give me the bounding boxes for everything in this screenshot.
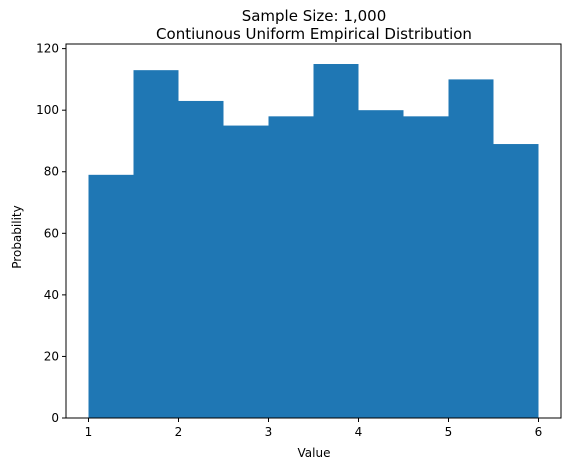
histogram-bar xyxy=(403,116,449,418)
histogram-bar xyxy=(133,70,179,418)
x-tick-label: 3 xyxy=(265,425,273,439)
y-tick-label: 100 xyxy=(36,103,59,117)
histogram-bar xyxy=(178,100,224,418)
y-tick-label: 20 xyxy=(44,349,59,363)
histogram-bar xyxy=(268,116,314,418)
x-tick-label: 6 xyxy=(535,425,543,439)
y-tick-label: 80 xyxy=(44,165,59,179)
y-tick-label: 0 xyxy=(51,411,59,425)
x-tick-label: 2 xyxy=(175,425,183,439)
histogram-bar xyxy=(88,174,134,418)
histogram-bar xyxy=(223,125,269,418)
y-tick-label: 60 xyxy=(44,226,59,240)
y-tick-label: 120 xyxy=(36,42,59,56)
x-axis: 1 2 3 4 5 6 xyxy=(85,418,543,439)
histogram-bar xyxy=(448,79,494,419)
plot-frame xyxy=(65,43,562,419)
chart-subtitle: Contiunous Uniform Empirical Distributio… xyxy=(156,25,472,43)
y-tick-label: 40 xyxy=(44,288,59,302)
y-axis: 0 20 40 60 80 100 120 xyxy=(36,42,66,425)
histogram-bars xyxy=(88,64,539,419)
histogram-bar xyxy=(493,144,539,419)
chart-title: Sample Size: 1,000 xyxy=(242,7,387,25)
histogram-bar xyxy=(313,64,359,418)
x-axis-label: Value xyxy=(298,446,331,460)
x-tick-label: 4 xyxy=(355,425,363,439)
x-tick-label: 5 xyxy=(445,425,453,439)
y-axis-label: Probability xyxy=(10,205,24,268)
histogram-bar xyxy=(358,110,404,419)
x-tick-label: 1 xyxy=(85,425,93,439)
